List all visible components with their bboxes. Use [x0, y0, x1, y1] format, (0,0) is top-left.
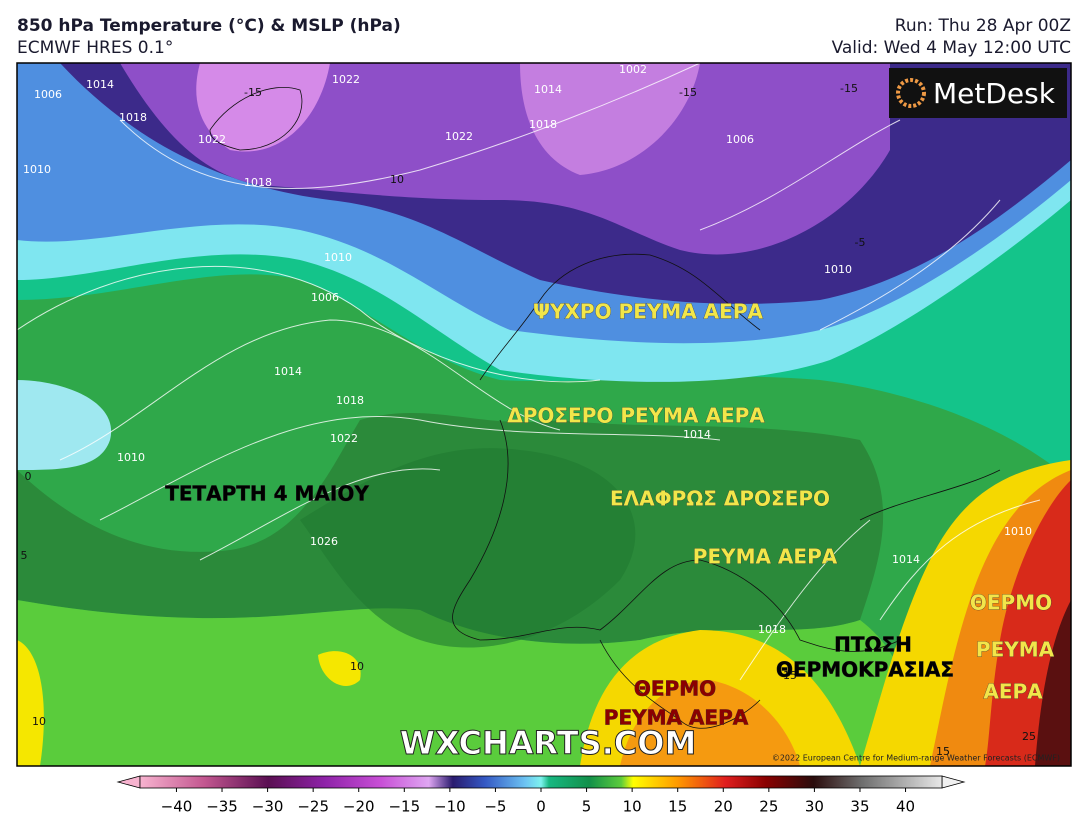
- contour-label: 1002: [619, 63, 647, 76]
- colorbar-tick-label: −5: [484, 798, 506, 816]
- run: Run: Thu 28 Apr 00Z: [895, 16, 1071, 36]
- contour-label: 1010: [824, 263, 852, 276]
- contour-label: 1022: [445, 130, 473, 143]
- contour-label: 1026: [310, 535, 338, 548]
- colorbar-tick-label: −20: [343, 798, 375, 816]
- map-frame: [16, 62, 1072, 767]
- map: [17, 63, 1071, 766]
- valid: Valid: Wed 4 May 12:00 UTC: [832, 38, 1071, 58]
- colorbar-tick-label: 15: [668, 798, 687, 816]
- annotation: ΔΡΟΣΕΡΟ ΡΕΥΜΑ ΑΕΡΑ: [507, 404, 765, 428]
- annotation: ΡΕΥΜΑ ΑΕΡΑ: [693, 545, 838, 569]
- contour-label: 10: [350, 660, 364, 673]
- contour-label: 15: [783, 669, 797, 682]
- colorbar-tick-label: 10: [623, 798, 642, 816]
- contour-label: 1010: [1004, 525, 1032, 538]
- contour-label: 1010: [324, 251, 352, 264]
- colorbar-tick-label: −30: [252, 798, 284, 816]
- annotation: ΡΕΥΜΑ ΑΕΡΑ: [604, 706, 749, 730]
- contour-label: 10: [390, 173, 404, 186]
- contour-label: 1018: [529, 118, 557, 131]
- contour-label: 1014: [892, 553, 920, 566]
- colorbar-tick-label: −25: [297, 798, 329, 816]
- colorbar-tick-label: −15: [388, 798, 420, 816]
- contour-label: -15: [840, 82, 858, 95]
- contour-label: 1014: [86, 78, 114, 91]
- colorbar-tick-label: 5: [582, 798, 592, 816]
- logo-box: [889, 68, 1067, 118]
- contour-label: 10: [32, 715, 46, 728]
- contour-label: 1010: [117, 451, 145, 464]
- contour-label: -5: [855, 236, 866, 249]
- logo-icon: [896, 78, 926, 108]
- contour-label: 0: [25, 470, 32, 483]
- colorbar-tick-label: 40: [896, 798, 915, 816]
- copyright: ©2022 European Centre for Medium-range W…: [772, 754, 1060, 763]
- contour-label: -15: [679, 86, 697, 99]
- contour-label: 1022: [332, 73, 360, 86]
- annotation: ΠΤΩΣΗ: [834, 633, 912, 657]
- annotation: ΘΕΡΜΟΚΡΑΣΙΑΣ: [776, 658, 954, 682]
- colorbar-tick-label: 25: [759, 798, 778, 816]
- contour-label: 1006: [34, 88, 62, 101]
- colorbar-tick-label: −35: [206, 798, 238, 816]
- colorbar-tick-label: −10: [434, 798, 466, 816]
- contour-label: 1014: [274, 365, 302, 378]
- annotation: ΘΕΡΜΟ: [634, 677, 716, 701]
- contour-label: 1006: [726, 133, 754, 146]
- contour-label: 25: [1022, 730, 1036, 743]
- contour-label: 1018: [119, 111, 147, 124]
- contour-label: 5: [21, 549, 28, 562]
- annotation: ΕΛΑΦΡΩΣ ΔΡΟΣΕΡΟ: [610, 487, 830, 511]
- colorbar-arrow-left: [116, 775, 141, 789]
- contour-label: 1022: [330, 432, 358, 445]
- contour-label: 1022: [198, 133, 226, 146]
- contour-label: 1018: [758, 623, 786, 636]
- colorbar: [139, 775, 943, 789]
- contour-label: 1014: [683, 428, 711, 441]
- title: 850 hPa Temperature (°C) & MSLP (hPa): [17, 16, 401, 36]
- contour-label: 1006: [311, 291, 339, 304]
- contour-label: 1014: [534, 83, 562, 96]
- annotation: ΨΥΧΡΟ ΡΕΥΜΑ ΑΕΡΑ: [533, 300, 763, 324]
- watermark: WXCHARTS.COM: [400, 724, 697, 762]
- contour-label: 1018: [244, 176, 272, 189]
- annotation: ΑΕΡΑ: [983, 680, 1043, 704]
- contour-label: 15: [936, 745, 950, 758]
- colorbar-tick-label: 35: [850, 798, 869, 816]
- contour-label: 1018: [336, 394, 364, 407]
- contour-label: 1010: [23, 163, 51, 176]
- colorbar-tick-label: 0: [536, 798, 546, 816]
- colorbar-arrow-right: [941, 775, 966, 789]
- annotation: ΘΕΡΜΟ: [970, 591, 1052, 615]
- model: ECMWF HRES 0.1°: [17, 38, 173, 58]
- annotation: ΡΕΥΜΑ: [976, 638, 1055, 662]
- colorbar-tick-label: 20: [714, 798, 733, 816]
- annotation: ΤΕΤΑΡΤΗ 4 ΜΑΙΟΥ: [165, 482, 369, 506]
- contour-label: -15: [244, 86, 262, 99]
- logo: MetDesk: [933, 77, 1056, 110]
- colorbar-tick-label: −40: [161, 798, 193, 816]
- colorbar-tick-label: 30: [805, 798, 824, 816]
